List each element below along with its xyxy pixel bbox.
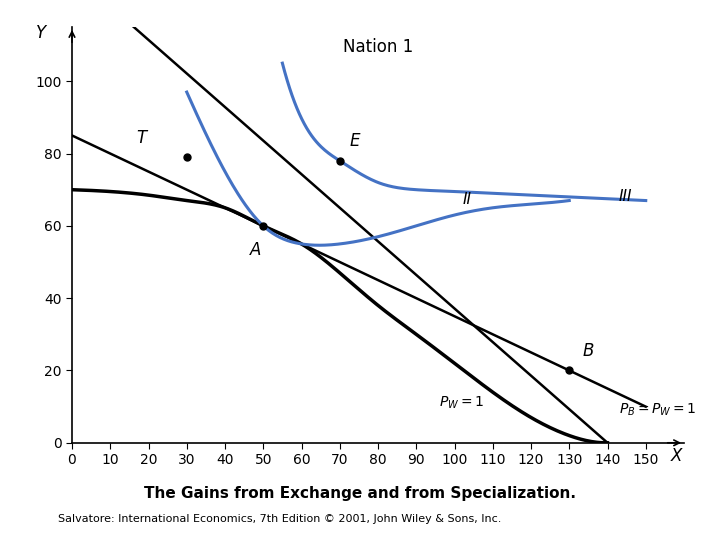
Text: Salvatore: International Economics, 7th Edition © 2001, John Wiley & Sons, Inc.: Salvatore: International Economics, 7th … [58, 514, 501, 524]
Text: $P_W = 1$: $P_W = 1$ [439, 395, 485, 411]
Text: Nation 1: Nation 1 [343, 38, 413, 56]
Text: A: A [250, 241, 261, 259]
Text: T: T [136, 129, 146, 147]
Text: $P_B = P_W = 1$: $P_B = P_W = 1$ [619, 402, 696, 418]
Text: Y: Y [36, 24, 47, 42]
Text: III: III [619, 188, 632, 204]
Text: B: B [582, 342, 594, 360]
Text: The Gains from Exchange and from Specialization.: The Gains from Exchange and from Special… [144, 486, 576, 501]
Text: II: II [462, 192, 471, 207]
Text: E: E [350, 132, 360, 150]
Text: X: X [670, 447, 682, 465]
